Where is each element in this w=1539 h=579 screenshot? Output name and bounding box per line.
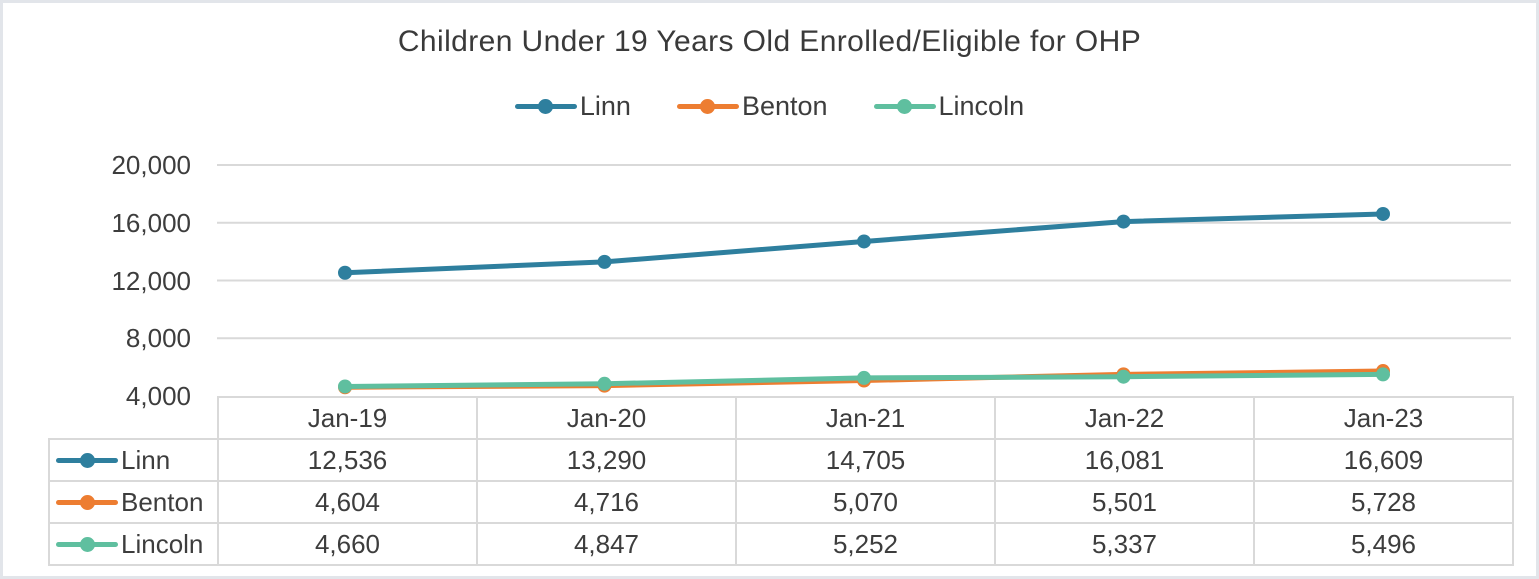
data-point-benton [1376,364,1390,379]
row-label-cell: Benton [48,480,219,524]
data-table: Jan-19 Jan-20 Jan-21 Jan-22 Jan-23 Linn … [48,396,1514,566]
data-point-linn [857,234,871,249]
table-row-linn: Linn 12,536 13,290 14,705 16,081 16,609 [48,438,1514,482]
table-cell: 5,496 [1253,522,1514,566]
series-line-linn [342,211,1386,276]
column-header: Jan-22 [994,396,1255,440]
data-point-benton [338,380,352,395]
data-point-linn [597,254,612,269]
table-cell: 5,501 [994,480,1255,524]
data-point-lincoln [338,379,352,394]
table-row-benton: Benton 4,604 4,716 5,070 5,501 5,728 [48,480,1514,524]
column-header: Jan-23 [1253,396,1514,440]
table-header-row: Jan-19 Jan-20 Jan-21 Jan-22 Jan-23 [49,396,1514,440]
table-cell: 13,290 [476,438,737,482]
column-header: Jan-21 [735,396,996,440]
legend-label-linn: Linn [579,91,631,121]
table-cell: 4,847 [476,522,737,566]
data-point-linn [338,265,352,280]
legend-label-lincoln: Lincoln [938,91,1025,121]
y-axis-tick-label: 8,000 [125,323,191,354]
legend-label-benton: Benton [741,91,828,121]
table-cell: 4,716 [476,480,737,524]
data-point-lincoln [1376,367,1390,382]
table-cell: 5,728 [1253,480,1514,524]
legend-marker-linn-icon [56,452,118,468]
legend-marker-lincoln-icon [56,536,118,552]
data-point-lincoln [857,370,871,385]
y-axis-tick-label: 16,000 [111,207,191,238]
column-header: Jan-19 [217,396,478,440]
data-point-lincoln [597,376,612,391]
y-axis-tick-label: 20,000 [111,150,191,180]
table-cell: 5,252 [735,522,996,566]
chart-legend: Linn Benton Lincoln [3,91,1536,122]
row-label: Benton [121,486,204,517]
data-point-linn [1376,206,1390,221]
y-axis-tick-label: 12,000 [111,265,191,296]
series-line-lincoln [342,371,1386,389]
table-cell: 5,337 [994,522,1255,566]
data-point-benton [597,378,612,393]
table-cell: 14,705 [735,438,996,482]
legend-marker-benton-icon [676,99,739,114]
column-header: Jan-20 [476,396,737,440]
series-line-benton [342,368,1386,390]
legend-item-benton: Benton [676,91,828,122]
data-point-benton [857,373,871,388]
row-label-cell: Linn [48,438,219,482]
table-cell: 12,536 [217,438,478,482]
y-axis-tick-label: 4,000 [125,381,191,411]
data-point-linn [1116,214,1131,229]
row-label: Linn [121,444,171,475]
table-cell: 16,081 [994,438,1255,482]
table-cell: 16,609 [1253,438,1514,482]
legend-marker-benton-icon [56,494,118,510]
row-label-cell: Lincoln [48,522,219,566]
chart-title: Children Under 19 Years Old Enrolled/Eli… [397,25,1142,58]
data-point-benton [1116,367,1131,382]
row-label: Lincoln [121,528,204,559]
legend-marker-linn-icon [514,99,577,114]
table-row-lincoln: Lincoln 4,660 4,847 5,252 5,337 5,496 [48,522,1514,566]
legend-item-lincoln: Lincoln [873,91,1025,122]
legend-marker-lincoln-icon [873,99,936,114]
data-point-lincoln [1116,369,1131,384]
table-cell: 4,660 [217,522,478,566]
table-cell: 4,604 [217,480,478,524]
legend-item-linn: Linn [514,91,631,122]
table-corner-cell [49,397,218,439]
table-cell: 5,070 [735,480,996,524]
